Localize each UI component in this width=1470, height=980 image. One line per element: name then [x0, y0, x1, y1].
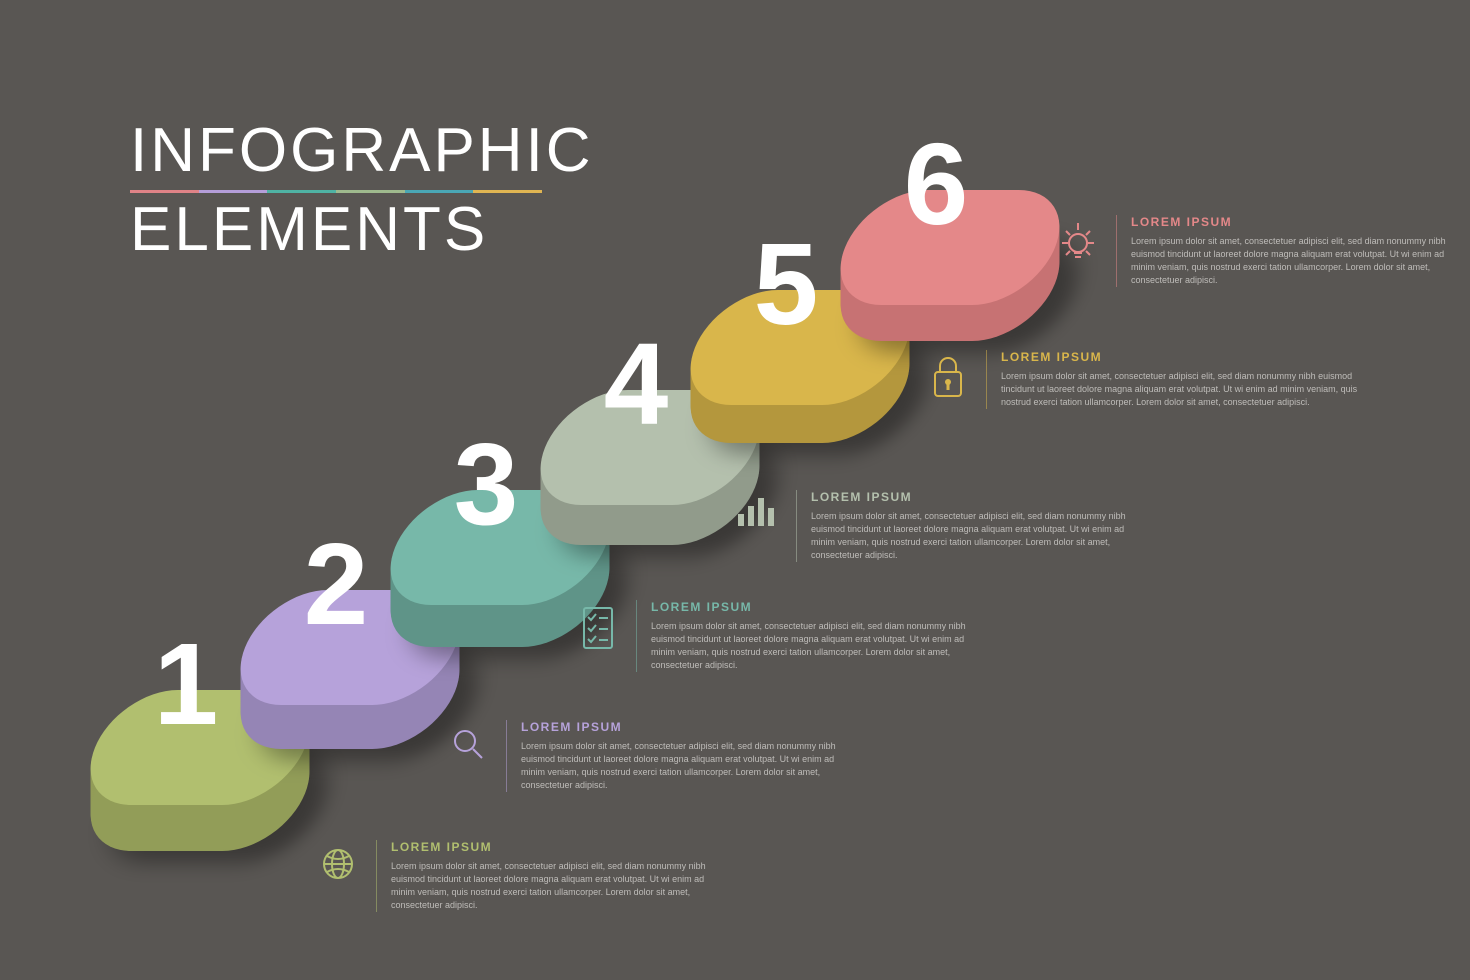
underline-segment: [130, 190, 199, 193]
callout-heading: LOREM IPSUM: [521, 720, 840, 734]
title-line-1: INFOGRAPHIC: [130, 120, 594, 182]
underline-segment: [405, 190, 474, 193]
underline-segment: [199, 190, 268, 193]
callout-divider: [1116, 215, 1117, 287]
callout-heading: LOREM IPSUM: [651, 600, 970, 614]
callout-text: LOREM IPSUM Lorem ipsum dolor sit amet, c…: [391, 840, 730, 912]
callout-6: LOREM IPSUM Lorem ipsum dolor sit amet, c…: [1050, 215, 1450, 287]
callout-heading: LOREM IPSUM: [1131, 215, 1450, 229]
callout-2: LOREM IPSUM Lorem ipsum dolor sit amet, c…: [440, 720, 840, 792]
callout-body: Lorem ipsum dolor sit amet, consectetuer…: [1001, 370, 1360, 409]
bulb-icon: [1050, 215, 1106, 287]
callout-text: LOREM IPSUM Lorem ipsum dolor sit amet, c…: [1131, 215, 1450, 287]
title-line-2: ELEMENTS: [130, 199, 594, 261]
callout-divider: [506, 720, 507, 792]
step-number-1: 1: [154, 626, 215, 742]
callout-divider: [986, 350, 987, 409]
callout-text: LOREM IPSUM Lorem ipsum dolor sit amet, c…: [1001, 350, 1360, 409]
callout-text: LOREM IPSUM Lorem ipsum dolor sit amet, c…: [811, 490, 1130, 562]
callout-5: LOREM IPSUM Lorem ipsum dolor sit amet, c…: [920, 350, 1360, 409]
search-icon: [440, 720, 496, 792]
title-underline: [130, 190, 542, 193]
checklist-icon: [570, 600, 626, 672]
callout-heading: LOREM IPSUM: [391, 840, 730, 854]
step-number-2: 2: [304, 526, 365, 642]
callout-body: Lorem ipsum dolor sit amet, consectetuer…: [391, 860, 730, 912]
step-number-5: 5: [754, 226, 815, 342]
callout-divider: [636, 600, 637, 672]
callout-body: Lorem ipsum dolor sit amet, consectetuer…: [651, 620, 970, 672]
callout-body: Lorem ipsum dolor sit amet, consectetuer…: [1131, 235, 1450, 287]
callout-3: LOREM IPSUM Lorem ipsum dolor sit amet, c…: [570, 600, 970, 672]
globe-icon: [310, 840, 366, 912]
underline-segment: [267, 190, 336, 193]
callout-heading: LOREM IPSUM: [811, 490, 1130, 504]
bars-icon: [730, 490, 786, 562]
callout-text: LOREM IPSUM Lorem ipsum dolor sit amet, c…: [651, 600, 970, 672]
step-number-4: 4: [604, 326, 665, 442]
title-block: INFOGRAPHIC ELEMENTS: [130, 120, 594, 261]
callout-text: LOREM IPSUM Lorem ipsum dolor sit amet, c…: [521, 720, 840, 792]
lock-icon: [920, 350, 976, 409]
step-number-3: 3: [454, 426, 515, 542]
step-number-6: 6: [904, 126, 965, 242]
callout-body: Lorem ipsum dolor sit amet, consectetuer…: [521, 740, 840, 792]
callout-divider: [376, 840, 377, 912]
callout-divider: [796, 490, 797, 562]
callout-heading: LOREM IPSUM: [1001, 350, 1360, 364]
callout-1: LOREM IPSUM Lorem ipsum dolor sit amet, c…: [310, 840, 730, 912]
step-block-6: 6: [845, 190, 1055, 305]
underline-segment: [336, 190, 405, 193]
callout-4: LOREM IPSUM Lorem ipsum dolor sit amet, c…: [730, 490, 1130, 562]
underline-segment: [473, 190, 542, 193]
callout-body: Lorem ipsum dolor sit amet, consectetuer…: [811, 510, 1130, 562]
